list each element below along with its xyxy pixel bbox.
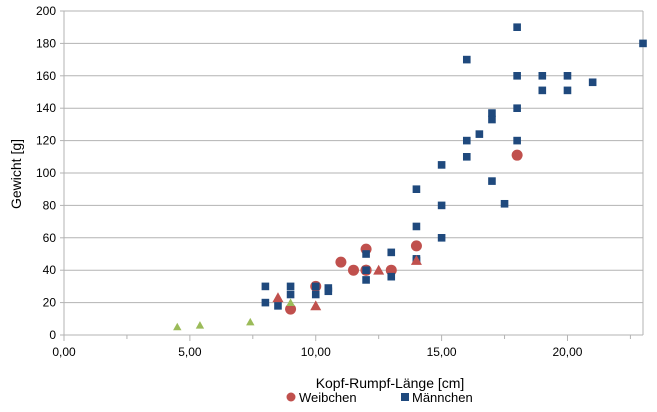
maennchen-point — [362, 266, 370, 274]
maennchen-point — [437, 201, 446, 210]
red-triangle-point — [272, 292, 284, 303]
maennchen-point — [588, 78, 597, 87]
maennchen-point — [513, 72, 521, 80]
x-tick-label: 20,00 — [552, 345, 582, 359]
legend-maennchen-label: Männchen — [412, 390, 473, 405]
maennchen-point — [412, 185, 421, 193]
x-axis-title: Kopf-Rumpf-Länge [cm] — [316, 375, 465, 391]
maennchen-point — [639, 39, 647, 48]
maennchen-point — [538, 86, 547, 95]
y-tick-label: 20 — [43, 296, 57, 310]
maennchen-point — [513, 23, 521, 31]
maennchen-point — [324, 287, 333, 296]
maennchen-point — [488, 177, 496, 185]
legend-maennchen-marker — [401, 393, 409, 401]
legend: Weibchen Männchen — [286, 390, 473, 405]
maennchen-point — [362, 276, 370, 284]
maennchen-point — [274, 302, 282, 310]
data-points — [173, 23, 647, 331]
maennchen-point — [437, 234, 446, 242]
maennchen-point — [362, 250, 370, 258]
y-tick-label: 80 — [43, 198, 57, 212]
weibchen-point — [335, 256, 347, 268]
maennchen-point — [311, 282, 320, 291]
y-tick-label: 200 — [36, 4, 56, 18]
y-axis-title: Gewicht [g] — [8, 139, 24, 209]
y-tick-label: 140 — [36, 101, 56, 115]
maennchen-point — [437, 161, 446, 169]
weibchen-point — [285, 303, 297, 315]
weibchen-point — [410, 240, 422, 252]
y-tick-label: 160 — [36, 69, 56, 83]
maennchen-point — [286, 290, 295, 299]
maennchen-point — [387, 272, 396, 281]
maennchen-point — [311, 290, 320, 299]
legend-weibchen-marker — [286, 392, 296, 402]
y-tick-label: 40 — [43, 263, 57, 277]
maennchen-point — [488, 109, 496, 117]
weibchen-point — [511, 149, 523, 161]
maennchen-point — [563, 72, 572, 80]
green-triangle-point — [246, 317, 255, 326]
x-tick-label: 0,00 — [52, 345, 76, 359]
green-triangle-point — [173, 322, 182, 331]
axes — [60, 10, 643, 341]
legend-weibchen-label: Weibchen — [299, 390, 357, 405]
x-tick-label: 10,00 — [301, 345, 331, 359]
y-tick-labels: 0 20 40 60 80 100 120 140 160 180 200 — [36, 4, 56, 342]
y-tick-label: 180 — [36, 36, 56, 50]
maennchen-point — [513, 136, 521, 145]
red-triangle-point — [310, 300, 322, 311]
gridlines — [64, 10, 644, 335]
y-tick-label: 100 — [36, 166, 56, 180]
x-tick-label: 15,00 — [427, 345, 457, 359]
green-triangle-point — [195, 321, 205, 329]
maennchen-point — [563, 86, 572, 95]
maennchen-point — [412, 222, 421, 231]
x-tick-labels: 0,00 5,00 10,00 15,00 20,00 — [52, 345, 582, 359]
maennchen-point — [513, 104, 521, 112]
weibchen-point — [348, 264, 359, 276]
maennchen-point — [488, 115, 496, 124]
green-triangle-point — [286, 298, 295, 306]
y-tick-label: 120 — [36, 134, 56, 148]
maennchen-point — [475, 130, 484, 138]
maennchen-point — [261, 282, 270, 291]
maennchen-point — [538, 72, 547, 80]
maennchen-point — [286, 282, 295, 291]
y-tick-label: 0 — [49, 328, 56, 342]
maennchen-point — [462, 55, 471, 64]
maennchen-point — [387, 248, 396, 257]
maennchen-point — [500, 199, 509, 208]
red-triangle-point — [373, 264, 385, 275]
maennchen-point — [261, 298, 270, 307]
maennchen-point — [462, 136, 471, 145]
x-tick-label: 5,00 — [178, 345, 202, 359]
red-triangle-point — [410, 254, 422, 265]
maennchen-point — [462, 153, 471, 161]
y-tick-label: 60 — [43, 231, 57, 245]
